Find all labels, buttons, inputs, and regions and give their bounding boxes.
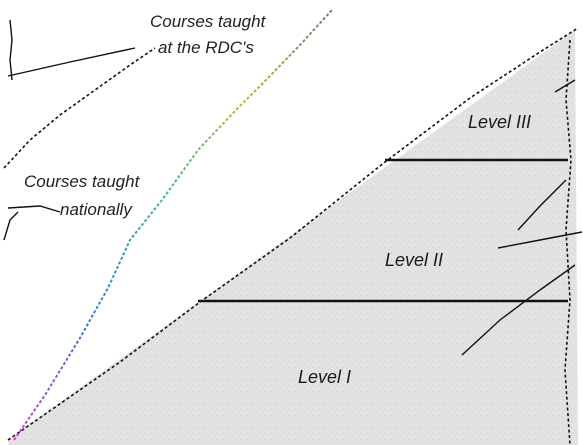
rdc-boundary-line bbox=[13, 9, 333, 441]
pyramid-right-edge bbox=[564, 39, 572, 445]
level-1-label: Level I bbox=[298, 367, 351, 387]
level-1-leader-line bbox=[461, 264, 576, 356]
left-edge-mark-top bbox=[9, 19, 13, 81]
pyramid-edge-line bbox=[7, 27, 579, 441]
pyramid-fill bbox=[8, 30, 578, 445]
national-label-line-2: nationally bbox=[60, 200, 133, 219]
rdc-label-line-1: Courses taught bbox=[150, 12, 267, 31]
left-edge-mark-bottom bbox=[3, 211, 19, 241]
rdc-label-line-2: at the RDC's bbox=[158, 38, 254, 57]
level-3-label: Level III bbox=[468, 112, 531, 132]
national-leader-line bbox=[7, 205, 61, 213]
national-label-line-1: Courses taught bbox=[24, 172, 141, 191]
level-2-label: Level II bbox=[385, 250, 443, 270]
rdc-leader-line bbox=[7, 47, 136, 77]
level-3-leader-line bbox=[554, 79, 576, 93]
level-2-leader-line-lower bbox=[517, 179, 567, 231]
level-2-leader-line bbox=[497, 231, 583, 249]
national-boundary-line bbox=[3, 47, 156, 169]
